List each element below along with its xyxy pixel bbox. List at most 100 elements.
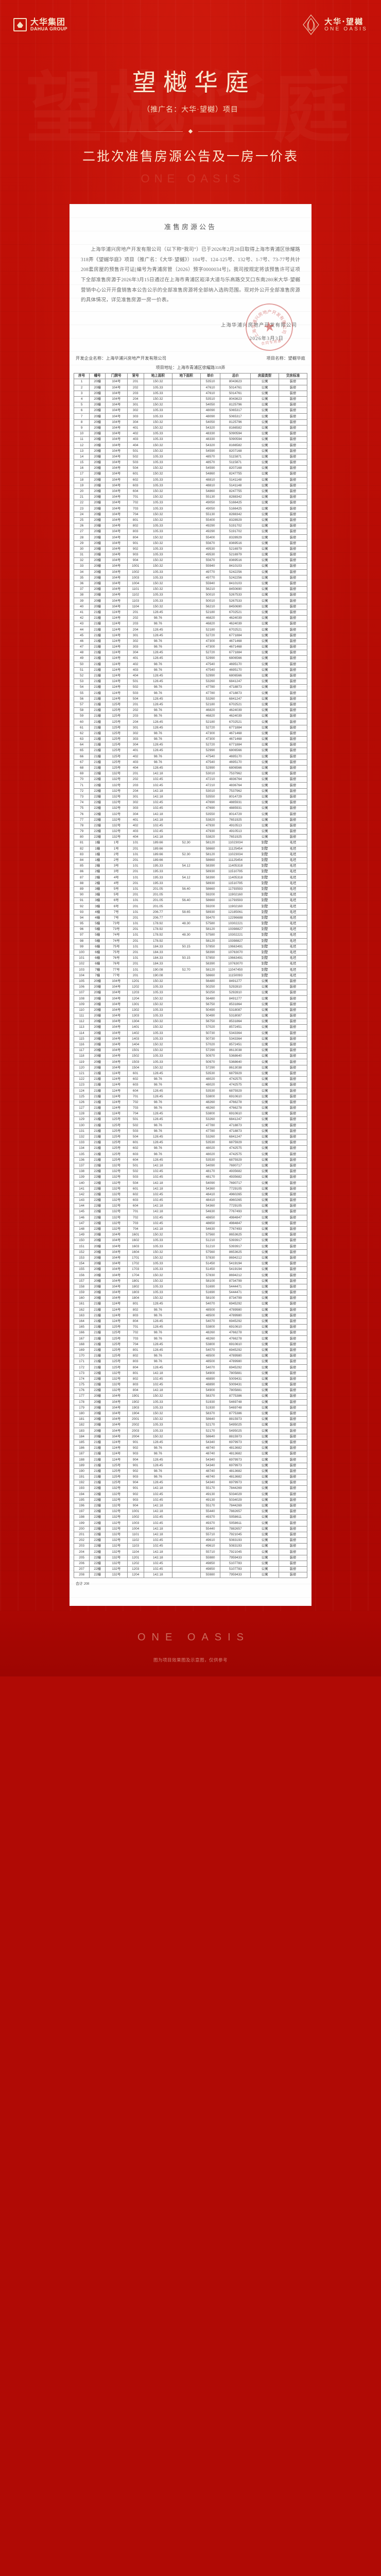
table-cell: 55670: [200, 540, 221, 547]
table-cell: 132号: [105, 1543, 128, 1550]
table-cell: 22幢: [89, 1203, 106, 1210]
table-cell: 50730: [200, 1030, 221, 1037]
table-cell: 185: [73, 1439, 90, 1446]
table-cell: 4789980: [220, 1353, 251, 1360]
table-row: 172 21幢 125号 804 128.45 54070 6945292 公寓 装修: [73, 1364, 307, 1371]
table-cell: 装修: [279, 551, 307, 558]
table-cell: [171, 667, 201, 673]
table-cell: 401: [127, 655, 144, 662]
table-cell: 104号: [105, 563, 128, 570]
table-cell: 105.33: [143, 1261, 172, 1267]
table-cell: 901: [127, 540, 144, 547]
oasis-diamond-icon: [303, 14, 319, 35]
table-cell: 190: [73, 1468, 90, 1475]
table-cell: 6702521: [220, 609, 251, 616]
table-cell: 20幢: [89, 580, 106, 587]
table-row: 154 20幢 104号 1702 105.33 51450 5419194 公寓 装修: [73, 1261, 307, 1267]
table-row: 45 21幢 124号 301 128.45 52720 6771884 公寓 装修: [73, 632, 307, 639]
table-cell: 5107783: [220, 1560, 251, 1567]
table-cell: 装修: [279, 1128, 307, 1134]
table-cell: [171, 1509, 201, 1515]
table-cell: 104号: [105, 1272, 128, 1279]
table-cell: 50490: [200, 1007, 221, 1013]
table-cell: 128.45: [143, 1157, 172, 1163]
table-cell: 5368640: [220, 1059, 251, 1065]
table-cell: 56210: [200, 586, 221, 593]
table-cell: 21幢: [89, 1088, 106, 1094]
table-cell: 124号: [105, 643, 128, 651]
table-cell: 21幢: [89, 1133, 106, 1141]
table-cell: 公寓: [250, 1185, 280, 1192]
table-cell: 55440: [200, 1509, 221, 1515]
table-cell: 124号: [105, 1451, 128, 1458]
column-header-7: 总价: [220, 372, 251, 380]
table-cell: [171, 471, 201, 478]
table-cell: 128.45: [143, 1462, 172, 1469]
table-cell: 51450: [200, 1266, 221, 1273]
table-cell: 1204: [127, 1572, 144, 1579]
table-row: 136 21幢 125号 604 128.45 53530 6875929 公寓 装修: [73, 1157, 307, 1163]
table-cell: [171, 914, 201, 921]
table-cell: 104号: [105, 1024, 128, 1031]
table-cell: [171, 384, 201, 391]
table-cell: 48260: [200, 1105, 221, 1112]
table-cell: 142.18: [143, 1531, 172, 1538]
table-cell: 48170: [200, 1174, 221, 1181]
table-cell: 20幢: [89, 419, 106, 426]
table-cell: 98.76: [143, 1312, 172, 1319]
table-cell: 1301: [127, 1001, 144, 1008]
table-cell: 132号: [105, 1520, 128, 1527]
table-cell: 49290: [200, 523, 221, 530]
table-cell: 22幢: [89, 817, 106, 823]
table-row: 43 21幢 124号 203 98.76 46820 4624039 公寓 装修: [73, 621, 307, 628]
table-cell: 51690: [200, 1283, 221, 1290]
table-cell: 404: [127, 765, 144, 772]
table-cell: 公寓: [250, 1347, 280, 1354]
table-cell: 189.66: [143, 840, 172, 846]
table-cell: 装修: [279, 621, 307, 628]
table-cell: 104号: [105, 1404, 128, 1411]
table-cell: 22幢: [89, 1370, 106, 1377]
table-cell: 8: [73, 419, 90, 426]
table-cell: 201.05: [143, 903, 172, 910]
table-cell: 5090594: [220, 431, 251, 437]
table-cell: 2号: [105, 851, 128, 858]
table-cell: 公寓: [250, 1353, 280, 1360]
table-cell: 58390: [200, 961, 221, 968]
table-cell: 132号: [105, 793, 128, 801]
table-cell: 105.33: [143, 1059, 172, 1065]
table-cell: 别墅: [250, 874, 280, 881]
table-cell: 6841247: [220, 1116, 251, 1123]
table-cell: 604: [127, 1157, 144, 1163]
table-row: 3 20幢 104号 203 105.33 47610 5014761 公寓 装修: [73, 390, 307, 397]
table-row: 155 20幢 104号 1703 105.33 51450 5419194 公寓 装修: [73, 1266, 307, 1273]
table-cell: 7729105: [220, 1185, 251, 1192]
table-cell: 150.32: [143, 1295, 172, 1302]
table-cell: 20幢: [89, 1001, 106, 1008]
table-row: 112 20幢 104号 1304 150.32 56750 8531864 公寓 装修: [73, 1019, 307, 1025]
table-row: 119 20幢 104号 1503 105.33 50970 5368640 公寓 装修: [73, 1059, 307, 1065]
table-cell: 7651925: [220, 817, 251, 823]
table-cell: 124号: [105, 1445, 128, 1452]
table-cell: 装修: [279, 1226, 307, 1233]
table-cell: 21幢: [89, 1480, 106, 1486]
table-row: 90 3幢 5号 201 201.05 59200 11902160 别墅 毛坯: [73, 892, 307, 899]
table-cell: 21幢: [89, 1312, 106, 1319]
table-cell: 公寓: [250, 1364, 280, 1371]
table-cell: 76: [73, 811, 90, 818]
table-cell: [171, 655, 201, 662]
table-cell: 128.45: [143, 609, 172, 616]
table-cell: 20幢: [89, 482, 106, 489]
table-cell: 毛坯: [279, 949, 307, 956]
table-cell: 6910610: [220, 1341, 251, 1348]
table-cell: 54050: [200, 419, 221, 426]
table-cell: 104号: [105, 453, 128, 460]
table-cell: 803: [127, 1312, 144, 1319]
table-cell: 132号: [105, 1162, 128, 1170]
table-cell: 132号: [105, 1220, 128, 1227]
table-cell: 58120: [200, 967, 221, 973]
table-cell: 装修: [279, 1295, 307, 1302]
table-cell: 201: [73, 1531, 90, 1538]
table-cell: 20幢: [89, 1019, 106, 1025]
table-cell: 104号: [105, 569, 128, 575]
